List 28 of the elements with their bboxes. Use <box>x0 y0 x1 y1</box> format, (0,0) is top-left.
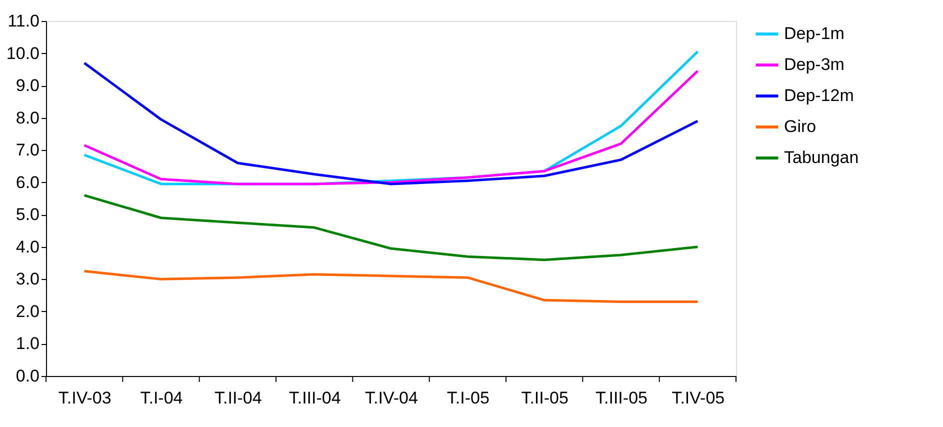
y-tick-label: 8.0 <box>16 108 40 128</box>
x-tick-label: T.II-04 <box>214 388 262 408</box>
y-tick-label: 11.0 <box>8 12 40 30</box>
legend-label: Tabungan <box>784 148 859 167</box>
y-tick-label: 7.0 <box>16 140 40 160</box>
x-tick-label: T.I-05 <box>446 388 490 408</box>
y-tick-label: 1.0 <box>16 334 40 354</box>
y-tick-label: 6.0 <box>16 172 40 192</box>
legend-label: Giro <box>784 117 816 136</box>
x-tick-label: T.III-04 <box>288 388 341 408</box>
x-tick-label: T.IV-05 <box>672 388 725 408</box>
y-tick-label: 4.0 <box>16 237 40 256</box>
line-series <box>83 194 699 262</box>
x-tick-label: T.III-05 <box>596 388 648 408</box>
y-tick-label: 9.0 <box>16 76 40 96</box>
line-series <box>83 270 699 304</box>
legend-label: Dep-3m <box>784 55 844 74</box>
legend-label: Dep-12m <box>784 86 854 105</box>
y-tick-label: 0.0 <box>16 366 40 386</box>
x-tick-label: T.I-04 <box>140 388 183 408</box>
x-tick-label: T.IV-04 <box>365 388 418 408</box>
x-tick-label: T.II-05 <box>521 388 568 408</box>
y-tick-label: 2.0 <box>16 302 40 321</box>
y-tick-label: 10.0 <box>6 44 40 63</box>
y-tick-label: 5.0 <box>16 205 40 224</box>
y-tick-label: 3.0 <box>16 270 40 289</box>
legend-label: Dep-1m <box>784 24 844 43</box>
x-tick-label: T.IV-03 <box>58 388 112 408</box>
